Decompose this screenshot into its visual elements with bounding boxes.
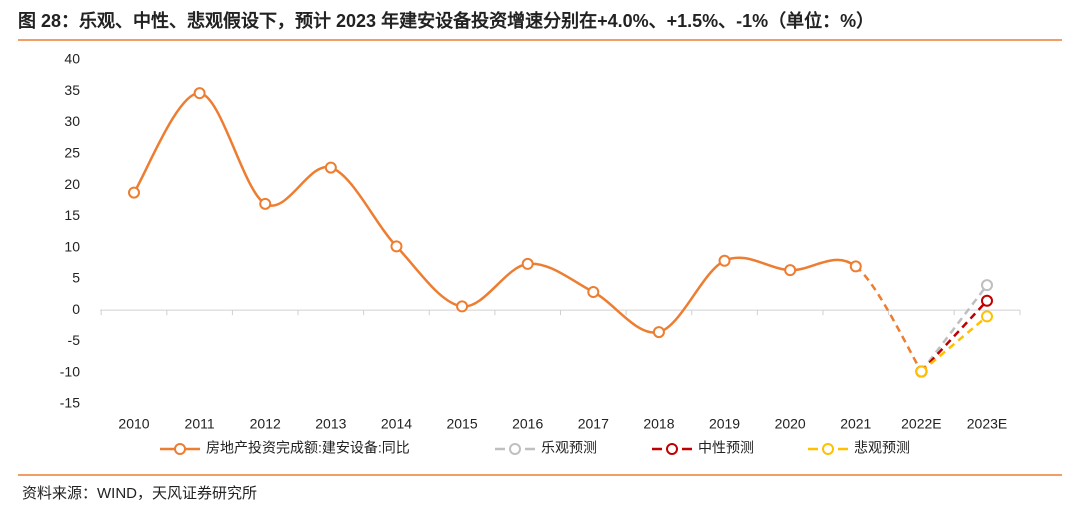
- y-tick-label: 10: [64, 238, 80, 254]
- legend-marker: [822, 443, 834, 455]
- data-point: [981, 310, 993, 323]
- legend-marker: [509, 443, 521, 455]
- forecast-line: [920, 315, 988, 373]
- x-tick-label: 2022E: [901, 416, 941, 432]
- x-tick-label: 2017: [578, 416, 609, 432]
- data-point: [784, 264, 797, 277]
- forecast-line: [854, 265, 923, 373]
- chart-title: 图 28：乐观、中性、悲观假设下，预计 2023 年建安设备投资增速分别在+4.…: [18, 10, 874, 31]
- x-tick-label: 2012: [250, 416, 281, 432]
- data-point: [849, 260, 862, 273]
- x-tick-label: 2023E: [967, 416, 1007, 432]
- legend-label: 中性预测: [698, 440, 754, 456]
- y-tick-label: 5: [72, 270, 80, 286]
- series-line: [132, 91, 857, 334]
- y-tick-label: -10: [60, 363, 80, 379]
- data-point: [652, 326, 665, 339]
- data-point: [915, 365, 928, 378]
- y-tick-label: 0: [72, 301, 80, 317]
- x-tick-label: 2021: [840, 416, 871, 432]
- x-tick-label: 2013: [315, 416, 346, 432]
- data-point: [981, 294, 993, 307]
- x-tick-label: 2018: [643, 416, 674, 432]
- forecast-line: [920, 284, 988, 373]
- legend-marker: [666, 443, 678, 455]
- x-tick-label: 2010: [118, 416, 149, 432]
- legend-label: 乐观预测: [541, 440, 597, 456]
- x-tick-label: 2015: [446, 416, 477, 432]
- data-point: [587, 286, 600, 299]
- data-point: [718, 254, 731, 267]
- y-tick-label: 35: [64, 82, 80, 98]
- x-tick-label: 2016: [512, 416, 543, 432]
- data-point: [128, 186, 140, 199]
- y-tick-label: 30: [64, 113, 80, 129]
- legend-marker: [174, 443, 186, 455]
- x-tick-label: 2019: [709, 416, 740, 432]
- source-note: 资料来源：WIND，天风证券研究所: [22, 485, 257, 502]
- data-point: [390, 240, 403, 253]
- data-point: [981, 279, 993, 292]
- y-tick-label: -5: [68, 332, 81, 348]
- data-point: [324, 161, 337, 174]
- y-tick-label: 40: [64, 51, 80, 67]
- legend-label: 悲观预测: [854, 440, 910, 456]
- y-tick-label: 25: [64, 145, 80, 161]
- data-point: [456, 300, 469, 313]
- y-tick-label: 15: [64, 207, 80, 223]
- data-point: [521, 257, 534, 270]
- y-tick-label: 20: [64, 176, 80, 192]
- data-point: [193, 87, 206, 100]
- data-point: [259, 197, 272, 210]
- legend-label: 房地产投资完成额:建安设备:同比: [206, 440, 410, 456]
- y-tick-label: -15: [60, 395, 80, 411]
- x-tick-label: 2011: [185, 416, 215, 432]
- x-tick-label: 2020: [775, 416, 806, 432]
- x-tick-label: 2014: [381, 416, 412, 432]
